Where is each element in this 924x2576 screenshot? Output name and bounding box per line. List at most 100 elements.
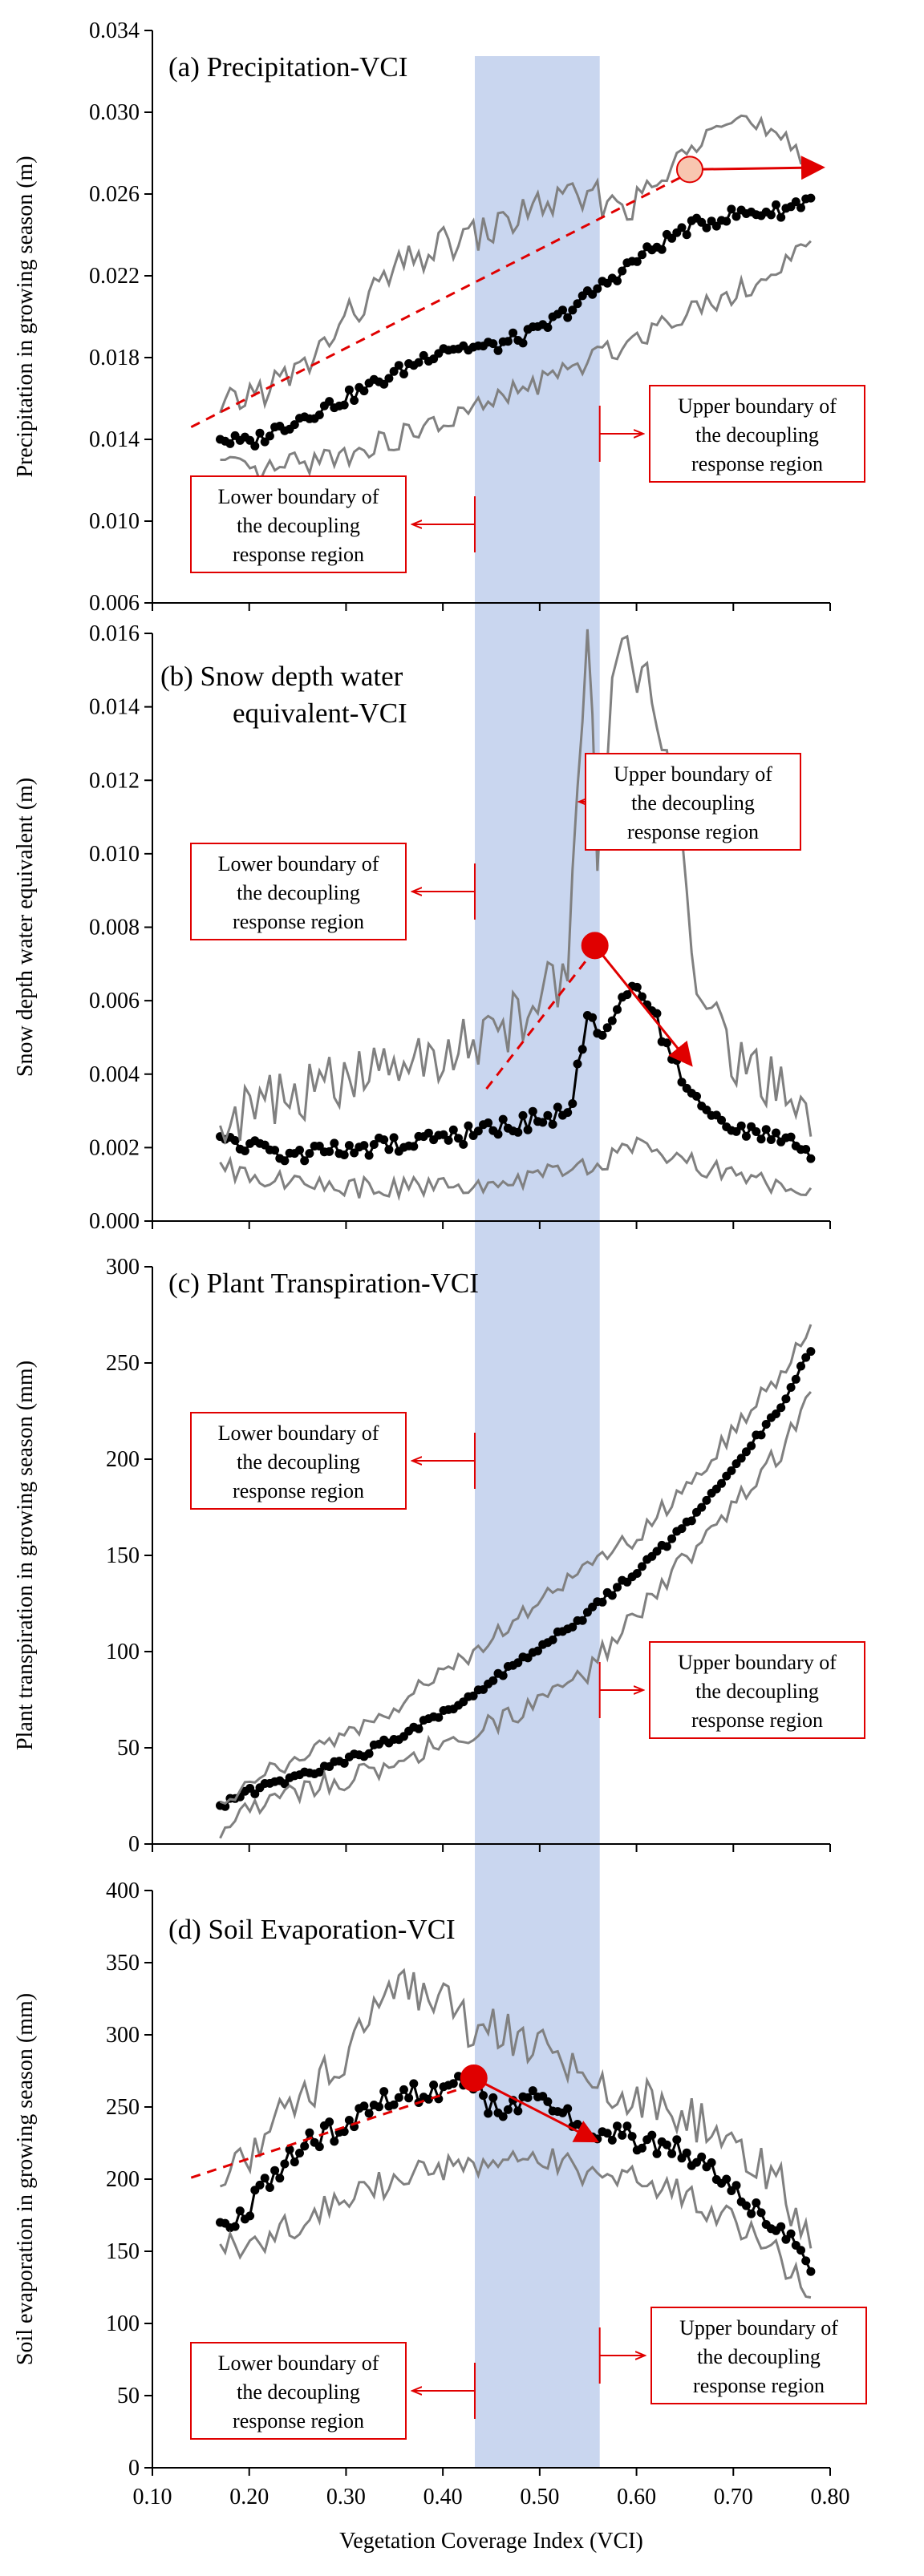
mean-point-c xyxy=(364,1749,374,1758)
lower-boundary-text-c: Lower boundary of xyxy=(218,1421,379,1445)
panels-group: 0.006 0.010 0.014 0.018 0.022 0.026 0.030 0.034… xyxy=(13,18,867,2481)
mean-point-d xyxy=(479,2091,488,2101)
mean-point-a xyxy=(796,203,805,212)
y-tick-label-d: 400 xyxy=(106,1878,140,1903)
y-axis-label-d: Soil evaporation in growing season (mm) xyxy=(13,1993,38,2365)
mean-point-a xyxy=(325,397,334,406)
y-tick-label-c: 200 xyxy=(106,1447,140,1472)
mean-point-d xyxy=(602,2129,612,2138)
mean-point-c xyxy=(781,1394,791,1404)
mean-point-d xyxy=(756,2208,766,2218)
trend-line-b xyxy=(485,948,596,1090)
mean-point-b xyxy=(692,1091,701,1101)
y-tick-label-a: 0.030 xyxy=(89,100,140,125)
mean-point-b xyxy=(538,1118,548,1127)
lower-boundary-text-b: Lower boundary of xyxy=(218,852,379,876)
mean-point-d xyxy=(781,2234,791,2244)
mean-point-a xyxy=(543,323,553,332)
mean-point-b xyxy=(806,1154,816,1163)
mean-point-a xyxy=(384,374,394,383)
lower-boundary-text-b: the decoupling xyxy=(237,881,360,904)
mean-point-a xyxy=(702,223,711,233)
panel-c: 0 50 100 150 200 250 300 Plant transpiration in… xyxy=(13,1255,865,1857)
mean-point-b xyxy=(523,1125,533,1134)
mean-point-b xyxy=(622,990,632,1000)
mean-point-d xyxy=(409,2079,419,2089)
y-tick-label-b: 0.004 xyxy=(89,1062,140,1087)
mean-point-a xyxy=(613,276,622,285)
trend-line-a xyxy=(190,176,681,429)
mean-point-c xyxy=(687,1516,696,1526)
y-tick-label-d: 50 xyxy=(117,2384,140,2408)
mean-point-d xyxy=(330,2137,339,2146)
mean-point-c xyxy=(434,1713,444,1722)
mean-point-a xyxy=(389,366,399,376)
panel-title-a: (a) Precipitation-VCI xyxy=(168,51,407,83)
mean-point-c xyxy=(772,1409,780,1418)
lower-bound-line-d xyxy=(219,2148,812,2299)
upper-boundary-text-c: the decoupling xyxy=(695,1680,819,1703)
mean-point-a xyxy=(419,350,428,360)
panel-a: 0.006 0.010 0.014 0.018 0.022 0.026 0.030 0.034… xyxy=(13,18,865,616)
mean-point-a xyxy=(791,197,800,207)
upper-boundary-text-b: Upper boundary of xyxy=(614,762,772,786)
threshold-marker-a xyxy=(675,156,703,184)
mean-point-d xyxy=(375,2102,383,2112)
mean-point-a xyxy=(314,410,324,419)
mean-point-a xyxy=(677,223,687,233)
lower-boundary-text-c: response region xyxy=(233,1479,364,1502)
mean-point-b xyxy=(736,1121,746,1130)
mean-point-d xyxy=(801,2256,811,2266)
mean-point-c xyxy=(221,1802,230,1811)
mean-point-a xyxy=(290,420,299,430)
mean-point-c xyxy=(702,1495,711,1505)
mean-point-b xyxy=(528,1106,537,1116)
mean-point-c xyxy=(598,1597,607,1607)
threshold-marker-d xyxy=(460,2064,488,2092)
mean-point-c xyxy=(796,1361,805,1371)
mean-point-a xyxy=(632,257,642,266)
mean-point-a xyxy=(766,210,776,220)
mean-point-b xyxy=(325,1146,334,1156)
mean-point-b xyxy=(717,1115,726,1125)
mean-point-d xyxy=(359,2101,369,2111)
mean-point-d xyxy=(741,2201,751,2210)
mean-point-c xyxy=(632,1569,642,1578)
y-tick-label-b: 0.008 xyxy=(89,916,140,940)
mean-point-b xyxy=(543,1110,553,1120)
upper-boundary-text-c: response region xyxy=(691,1709,823,1732)
y-tick-label-a: 0.014 xyxy=(89,427,140,452)
upper-boundary-box-d xyxy=(650,2307,867,2404)
mean-point-b xyxy=(772,1128,780,1138)
mean-point-a xyxy=(618,266,627,276)
mean-point-c xyxy=(756,1430,766,1440)
x-tick-label: 0.60 xyxy=(617,2485,656,2509)
mean-point-d xyxy=(265,2183,274,2192)
mean-point-d xyxy=(747,2209,756,2218)
mean-point-c xyxy=(667,1534,677,1543)
mean-point-d xyxy=(290,2157,299,2167)
y-tick-label-a: 0.022 xyxy=(89,264,140,289)
mean-point-c xyxy=(727,1466,736,1475)
mean-point-d xyxy=(776,2222,786,2231)
x-tick-label: 0.50 xyxy=(520,2485,559,2509)
mean-point-b xyxy=(498,1114,508,1124)
mean-point-b xyxy=(230,1136,240,1145)
mean-point-c xyxy=(498,1671,508,1680)
y-tick-label-b: 0.016 xyxy=(89,621,140,646)
mean-point-b xyxy=(786,1132,796,1142)
mean-point-d xyxy=(424,2094,433,2104)
mean-point-b xyxy=(409,1142,419,1151)
upper-boundary-text-a: Upper boundary of xyxy=(678,394,837,418)
mean-point-c xyxy=(533,1646,542,1656)
mean-point-a xyxy=(682,230,691,240)
lower-bound-line-b xyxy=(219,1136,813,1202)
mean-point-b xyxy=(444,1135,453,1145)
upper-bound-line-a xyxy=(219,114,813,414)
lower-boundary-text-d: response region xyxy=(233,2409,364,2432)
y-tick-label-b: 0.006 xyxy=(89,989,140,1013)
x-tick-label: 0.20 xyxy=(229,2485,269,2509)
mean-point-a xyxy=(399,370,408,378)
y-tick-label-a: 0.006 xyxy=(89,591,140,616)
upper-boundary-text-a: the decoupling xyxy=(695,423,819,447)
